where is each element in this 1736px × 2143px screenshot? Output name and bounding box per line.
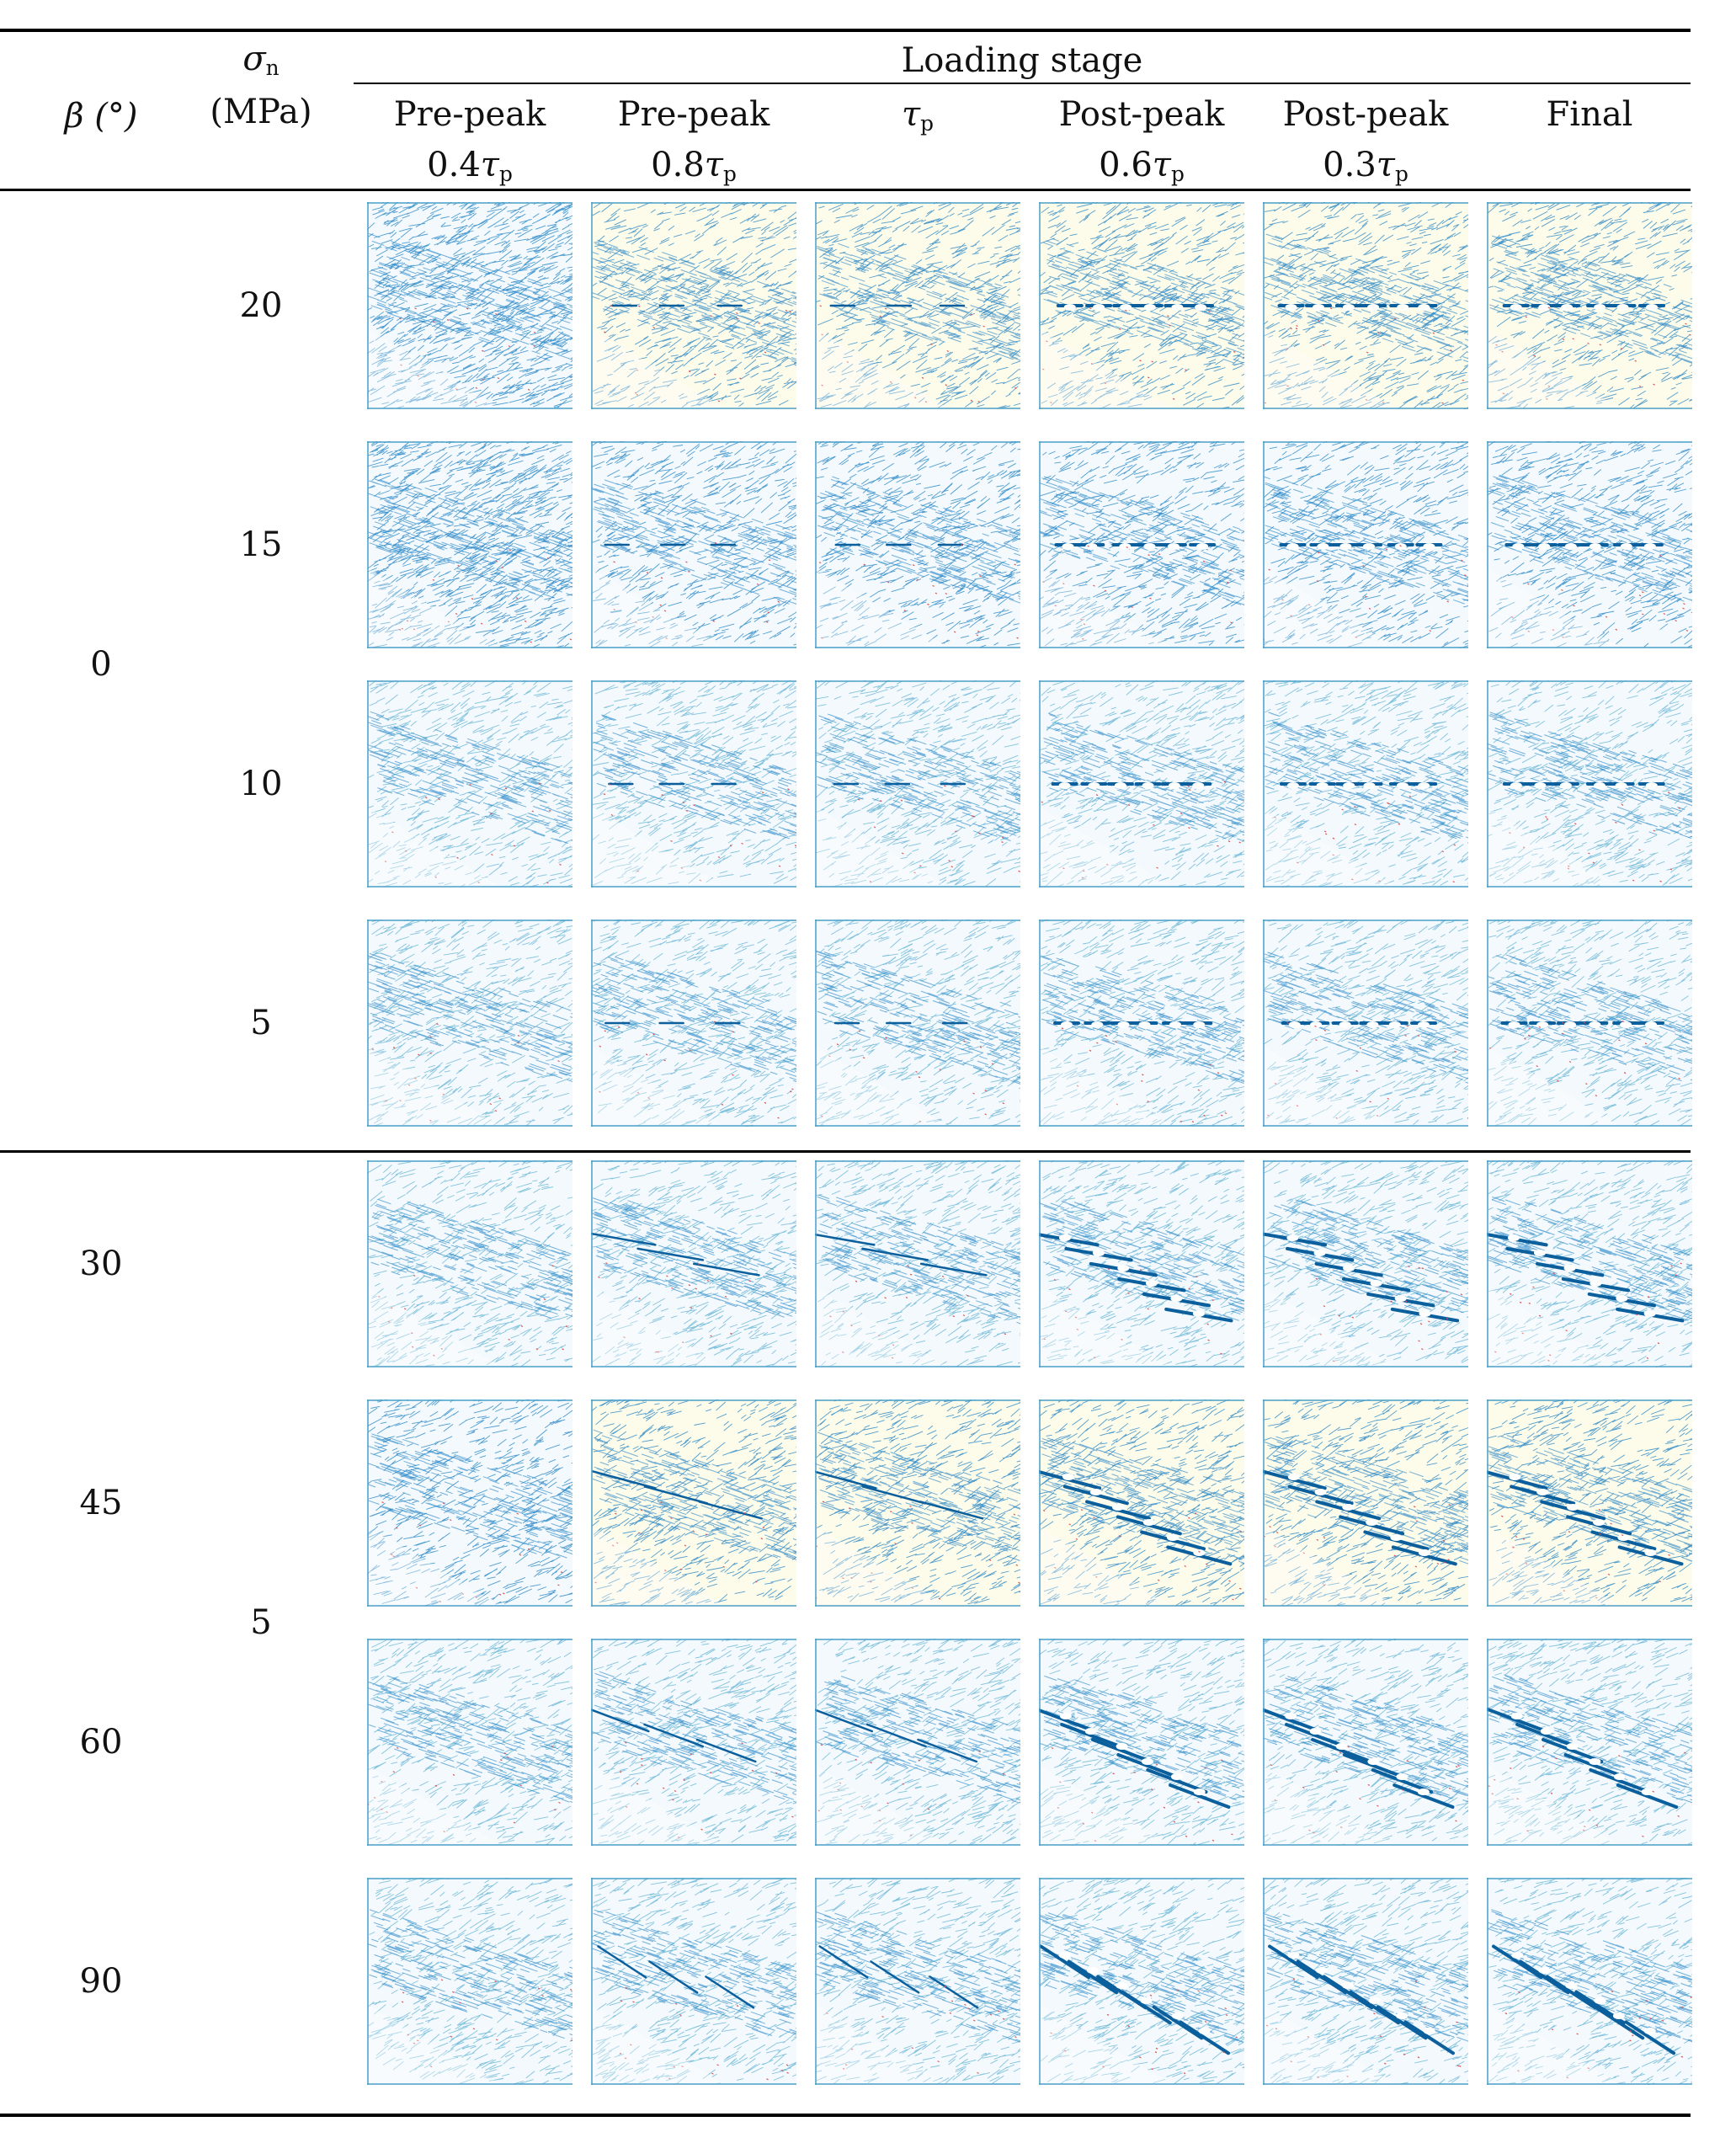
simulation-panel	[591, 441, 796, 648]
sigma-value: 20	[185, 285, 337, 327]
stage-header-2: Pre-peak 0.8τp	[583, 89, 805, 200]
stage-load-level: 0.4τp	[359, 140, 581, 200]
sigma-value: 5	[185, 1602, 337, 1644]
simulation-panel	[1487, 441, 1692, 648]
group-separator-rule	[0, 1150, 1691, 1153]
simulation-panel	[591, 1878, 796, 2085]
beta-header-text: β (°)	[64, 97, 137, 136]
simulation-panel	[1487, 1639, 1692, 1846]
simulation-panel	[591, 680, 796, 888]
stage-label: Pre-peak	[583, 89, 805, 140]
beta-value: 0	[34, 643, 168, 685]
stage-header-4: Post-peak 0.6τp	[1030, 89, 1253, 200]
stage-header-6: Final	[1478, 89, 1701, 140]
simulation-panel	[815, 1878, 1020, 2085]
simulation-panel	[815, 1160, 1020, 1367]
simulation-panel	[1263, 1639, 1468, 1846]
simulation-panel	[367, 202, 572, 409]
simulation-panel	[1263, 1878, 1468, 2085]
bottom-rule	[0, 2114, 1691, 2117]
simulation-panel	[1263, 1399, 1468, 1607]
simulation-panel	[367, 920, 572, 1127]
simulation-panel	[591, 202, 796, 409]
simulation-panel	[1487, 680, 1692, 888]
simulation-panel	[1039, 920, 1244, 1127]
top-rule	[0, 29, 1691, 32]
sigma-value: 10	[185, 763, 337, 805]
simulation-panel	[367, 680, 572, 888]
stage-label: Post-peak	[1030, 89, 1253, 140]
stage-load-level: 0.8τp	[583, 140, 805, 200]
simulation-panel	[367, 1160, 572, 1367]
stage-label: Pre-peak	[359, 89, 581, 140]
stage-label: Final	[1478, 89, 1701, 140]
simulation-panel	[591, 1160, 796, 1367]
simulation-panel	[815, 441, 1020, 648]
simulation-panel	[1487, 202, 1692, 409]
simulation-panel	[591, 1639, 796, 1846]
sigma-header: σn (MPa)	[185, 37, 337, 134]
simulation-panel	[1039, 1639, 1244, 1846]
simulation-panel	[815, 202, 1020, 409]
beta-header: β (°)	[34, 89, 168, 143]
beta-value: 30	[34, 1243, 168, 1285]
beta-value: 90	[34, 1960, 168, 2002]
simulation-panel	[1263, 441, 1468, 648]
stage-header-3: τp	[807, 89, 1029, 149]
simulation-panel	[1487, 1399, 1692, 1607]
stage-label: τp	[807, 89, 1029, 149]
sigma-value: 5	[185, 1002, 337, 1044]
simulation-panel	[1487, 920, 1692, 1127]
simulation-panel	[815, 1399, 1020, 1607]
beta-value: 45	[34, 1482, 168, 1524]
simulation-panel	[591, 1399, 796, 1607]
simulation-panel	[1039, 441, 1244, 648]
simulation-panel	[367, 1399, 572, 1607]
simulation-panel	[1039, 680, 1244, 888]
sigma-value: 15	[185, 524, 337, 566]
simulation-panel	[1487, 1160, 1692, 1367]
simulation-panel	[367, 1878, 572, 2085]
simulation-panel	[1263, 1160, 1468, 1367]
simulation-panel	[1263, 680, 1468, 888]
simulation-panel	[1487, 1878, 1692, 2085]
stage-load-level: 0.3τp	[1254, 140, 1477, 200]
sigma-symbol: σn	[185, 37, 337, 90]
stage-header-5: Post-peak 0.3τp	[1254, 89, 1477, 200]
simulation-panel	[815, 1639, 1020, 1846]
beta-value: 60	[34, 1721, 168, 1763]
simulation-panel	[1039, 1878, 1244, 2085]
simulation-panel	[1039, 1399, 1244, 1607]
simulation-panel	[1039, 1160, 1244, 1367]
loading-stage-header: Loading stage	[354, 34, 1691, 88]
stage-header-1: Pre-peak 0.4τp	[359, 89, 581, 200]
stage-load-level: 0.6τp	[1030, 140, 1253, 200]
stage-label: Post-peak	[1254, 89, 1477, 140]
simulation-panel	[367, 1639, 572, 1846]
simulation-panel	[591, 920, 796, 1127]
simulation-panel	[1263, 920, 1468, 1127]
simulation-panel	[815, 920, 1020, 1127]
simulation-panel	[815, 680, 1020, 888]
simulation-panel	[1039, 202, 1244, 409]
simulation-panel	[367, 441, 572, 648]
sigma-unit: (MPa)	[185, 90, 337, 134]
simulation-panel	[1263, 202, 1468, 409]
